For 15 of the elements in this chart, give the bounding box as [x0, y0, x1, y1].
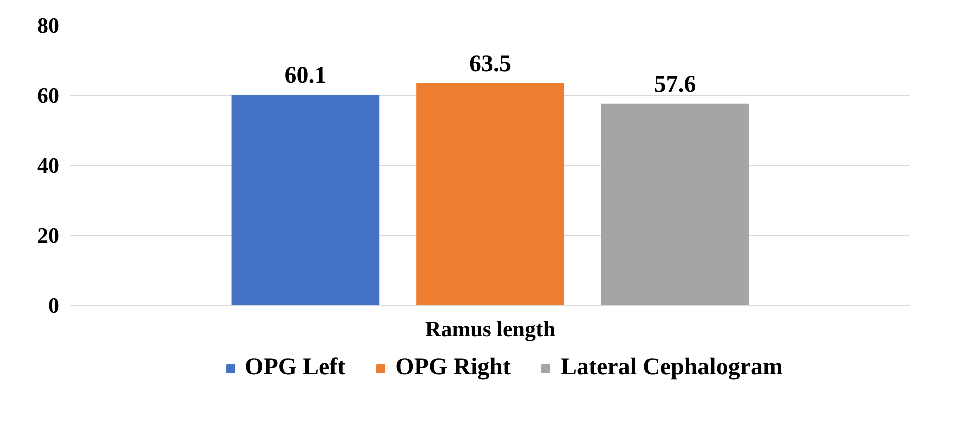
- y-tick-label: 80: [38, 13, 60, 38]
- y-tick-label: 0: [48, 293, 60, 318]
- y-tick-label: 60: [38, 83, 60, 108]
- data-label: 60.1: [284, 63, 327, 90]
- bar: [601, 104, 750, 306]
- legend-label: OPG Left: [245, 354, 346, 382]
- legend-label: Lateral Cephalogram: [561, 354, 783, 382]
- data-label: 63.5: [470, 51, 512, 78]
- x-tick-label: Ramus length: [425, 316, 556, 342]
- legend-label: OPG Right: [396, 354, 512, 382]
- y-tick-label: 20: [38, 223, 60, 248]
- bar: [232, 95, 380, 306]
- data-label: 57.6: [654, 72, 696, 98]
- y-tick-label: 40: [38, 153, 60, 178]
- bar: [416, 83, 564, 306]
